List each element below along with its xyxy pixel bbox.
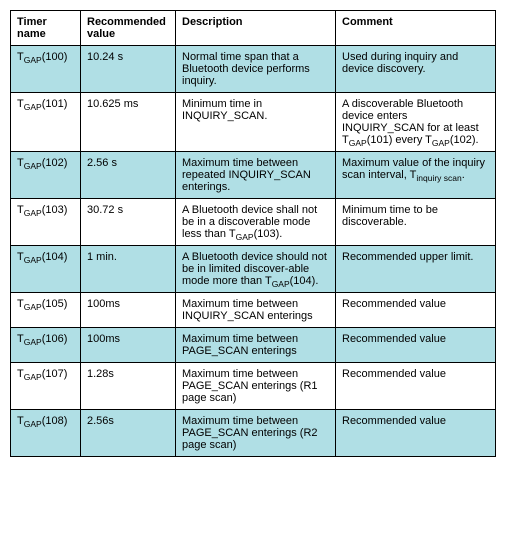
col-timer-name: Timer name [11,11,81,46]
table-row: TGAP(105)100msMaximum time between INQUI… [11,293,496,328]
timer-arg: (102) [42,157,68,169]
cell-value: 1.28s [81,363,176,410]
cell-timer-name: TGAP(104) [11,246,81,293]
col-description: Description [176,11,336,46]
timer-prefix: T [17,415,24,427]
cell-timer-name: TGAP(100) [11,46,81,93]
cell-timer-name: TGAP(105) [11,293,81,328]
table-row: TGAP(108)2.56sMaximum time between PAGE_… [11,410,496,457]
timer-sub: GAP [24,161,42,171]
cell-value: 10.625 ms [81,93,176,152]
timer-arg: (104) [42,251,68,263]
cell-value: 10.24 s [81,46,176,93]
table-row: TGAP(106)100msMaximum time between PAGE_… [11,328,496,363]
col-comment: Comment [336,11,496,46]
cell-description: Maximum time between PAGE_SCAN enterings… [176,410,336,457]
timer-arg: (105) [42,298,68,310]
table-row: TGAP(103)30.72 sA Bluetooth device shall… [11,199,496,246]
cell-value: 2.56 s [81,152,176,199]
cell-value: 100ms [81,293,176,328]
cell-comment: Recommended upper limit. [336,246,496,293]
cell-value: 100ms [81,328,176,363]
cell-value: 2.56s [81,410,176,457]
timer-arg: (106) [42,333,68,345]
cell-comment: Recommended value [336,293,496,328]
cell-description: Maximum time between PAGE_SCAN enterings [176,328,336,363]
cell-timer-name: TGAP(108) [11,410,81,457]
timers-table: Timer name Recommended value Description… [10,10,496,457]
timer-prefix: T [17,298,24,310]
cell-comment: Recommended value [336,328,496,363]
cell-comment: Minimum time to be discoverable. [336,199,496,246]
timer-sub: GAP [24,55,42,65]
cell-description: Maximum time between PAGE_SCAN enterings… [176,363,336,410]
timer-prefix: T [17,157,24,169]
timer-arg: (101) [42,98,68,110]
timer-sub: GAP [24,372,42,382]
cell-comment: Maximum value of the inquiry scan interv… [336,152,496,199]
timer-sub: GAP [24,102,42,112]
cell-timer-name: TGAP(101) [11,93,81,152]
timer-prefix: T [17,98,24,110]
table-row: TGAP(100)10.24 sNormal time span that a … [11,46,496,93]
timer-sub: GAP [24,208,42,218]
timer-sub: GAP [24,302,42,312]
cell-description: Maximum time between repeated INQUIRY_SC… [176,152,336,199]
timer-arg: (108) [42,415,68,427]
timer-sub: GAP [24,255,42,265]
table-row: TGAP(102)2.56 sMaximum time between repe… [11,152,496,199]
cell-description: Maximum time between INQUIRY_SCAN enteri… [176,293,336,328]
cell-value: 30.72 s [81,199,176,246]
timer-prefix: T [17,333,24,345]
timer-sub: GAP [24,337,42,347]
table-row: TGAP(104)1 min.A Bluetooth device should… [11,246,496,293]
timer-prefix: T [17,368,24,380]
cell-description: Normal time span that a Bluetooth device… [176,46,336,93]
cell-comment: Recommended value [336,410,496,457]
timer-prefix: T [17,51,24,63]
cell-timer-name: TGAP(103) [11,199,81,246]
timer-prefix: T [17,204,24,216]
table-header-row: Timer name Recommended value Description… [11,11,496,46]
timer-sub: GAP [24,419,42,429]
cell-timer-name: TGAP(106) [11,328,81,363]
timer-prefix: T [17,251,24,263]
cell-description: A Bluetooth device should not be in limi… [176,246,336,293]
cell-comment: A discoverable Bluetooth device enters I… [336,93,496,152]
cell-timer-name: TGAP(102) [11,152,81,199]
cell-timer-name: TGAP(107) [11,363,81,410]
cell-description: A Bluetooth device shall not be in a dis… [176,199,336,246]
table-row: TGAP(107)1.28sMaximum time between PAGE_… [11,363,496,410]
table-row: TGAP(101)10.625 msMinimum time in INQUIR… [11,93,496,152]
col-rec-value: Recommended value [81,11,176,46]
cell-comment: Used during inquiry and device discovery… [336,46,496,93]
timer-arg: (100) [42,51,68,63]
cell-description: Minimum time in INQUIRY_SCAN. [176,93,336,152]
cell-value: 1 min. [81,246,176,293]
timer-arg: (107) [42,368,68,380]
cell-comment: Recommended value [336,363,496,410]
timer-arg: (103) [42,204,68,216]
